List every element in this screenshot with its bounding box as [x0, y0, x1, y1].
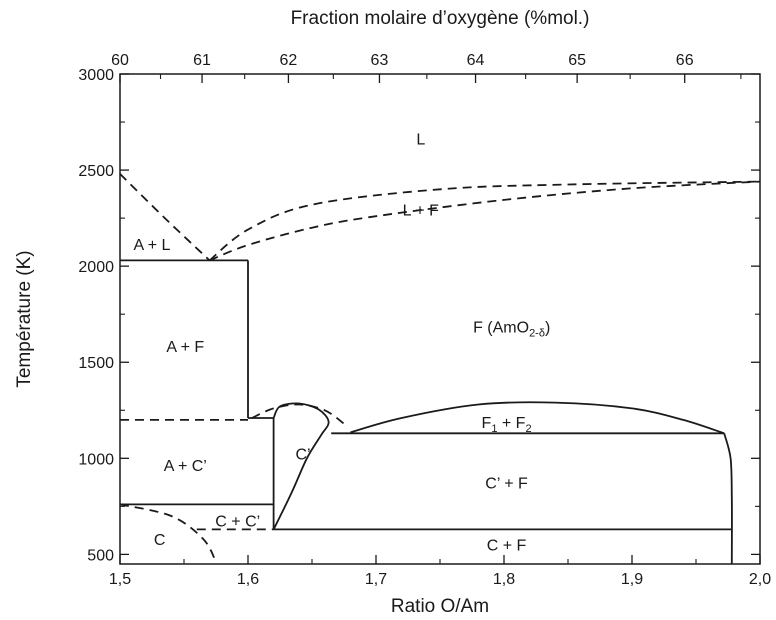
- boundary-liquidus-right: [209, 180, 761, 262]
- x-tick-label: 1,9: [621, 571, 643, 588]
- boundary-right-boundary: [723, 433, 733, 565]
- top-tick-label: 60: [111, 52, 129, 69]
- x-tick-label: 1,8: [493, 571, 515, 588]
- x-tick-label: 1,7: [365, 571, 387, 588]
- region-F: F (AmO2-δ): [473, 320, 550, 340]
- boundary-solidus-f: [209, 180, 761, 262]
- boundary-liquidus-left: [119, 173, 211, 262]
- region-A-L: A + L: [134, 237, 171, 254]
- top-tick-label: 63: [371, 52, 389, 69]
- y-tick-label: 500: [87, 547, 114, 564]
- region-L-F: L + F: [403, 202, 440, 219]
- boundary-c-prime-arc: [272, 402, 330, 530]
- region-C-C-prime: C + C’: [215, 514, 260, 531]
- top-tick-label: 61: [193, 52, 211, 69]
- region-F1-F2: F1 + F2: [482, 415, 532, 435]
- top-tick-label: 62: [280, 52, 298, 69]
- y-tick-label: 1500: [78, 355, 114, 372]
- top-tick-label: 64: [467, 52, 485, 69]
- region-C: C: [154, 532, 166, 549]
- phase-boundaries: [119, 173, 761, 565]
- axis-ticks: 1,5 1,6 1,7 1,8 1,9 2,0 500 1000 1500 2000 2500 300…: [78, 52, 771, 588]
- region-A-F: A + F: [166, 339, 204, 356]
- y-tick-label: 1000: [78, 451, 114, 468]
- y-tick-label: 2500: [78, 163, 114, 180]
- y-tick-label: 3000: [78, 67, 114, 84]
- region-C-prime: C’: [295, 446, 310, 463]
- y-tick-label: 2000: [78, 259, 114, 276]
- boundary-c-left-dashed: [119, 503, 217, 563]
- top-tick-label: 65: [568, 52, 586, 69]
- region-labels: L L + F A + L A + F F (AmO2-δ) A + C’ C’ F1 + F…: [134, 131, 551, 554]
- region-C-prime-F: C’ + F: [485, 475, 528, 492]
- plot-frame: [119, 73, 761, 565]
- x-axis-bottom-label: Ratio O/Am: [391, 596, 489, 617]
- x-tick-label: 2,0: [749, 571, 771, 588]
- boundary-c-prime-dome-dashed: [251, 403, 345, 425]
- y-axis-label: Température (K): [14, 250, 35, 387]
- region-L: L: [416, 131, 425, 148]
- x-tick-label: 1,6: [237, 571, 259, 588]
- top-tick-label: 66: [676, 52, 694, 69]
- region-A-C-prime: A + C’: [164, 458, 207, 475]
- x-tick-label: 1,5: [109, 571, 131, 588]
- region-C-F: C + F: [487, 538, 527, 555]
- x-axis-top-label: Fraction molaire d’oxygène (%mol.): [291, 8, 590, 29]
- boundary-f1-f2-dome: [350, 401, 725, 435]
